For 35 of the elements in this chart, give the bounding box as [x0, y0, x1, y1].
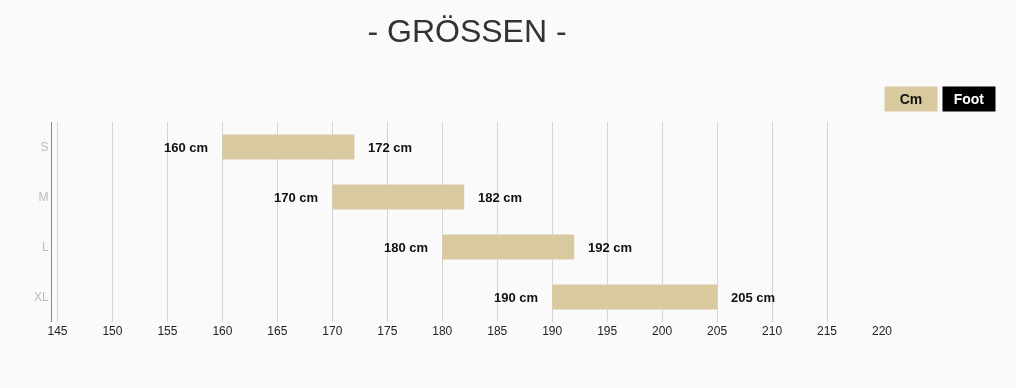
x-tick-label: 155: [157, 324, 178, 338]
bar: [222, 134, 355, 160]
annotation: 182 cm: [478, 190, 523, 205]
annotation: 160 cm: [164, 140, 209, 155]
annotation: 190 cm: [494, 290, 539, 305]
bar: [552, 284, 718, 310]
x-tick-label: 145: [47, 324, 68, 338]
x-tick-label: 190: [542, 324, 563, 338]
x-tick-label: 175: [377, 324, 398, 338]
x-tick-label: 215: [817, 324, 838, 338]
x-tick-label: 170: [322, 324, 343, 338]
x-tick-label: 220: [871, 324, 893, 338]
y-tick-label: M: [38, 190, 49, 205]
annotation: 170 cm: [274, 190, 319, 205]
chart-title: - GRÖSSEN -: [367, 12, 567, 49]
annotation: 180 cm: [384, 240, 429, 255]
x-tick-label: 160: [212, 324, 233, 338]
annotation: 192 cm: [588, 240, 633, 255]
x-tick-label: 165: [267, 324, 288, 338]
x-tick-label: 180: [432, 324, 453, 338]
annotation: 205 cm: [731, 290, 776, 305]
bar: [332, 184, 465, 210]
y-tick-label: L: [41, 240, 49, 255]
x-tick-label: 185: [487, 324, 508, 338]
x-tick-label: 195: [597, 324, 618, 338]
text: Foot: [953, 91, 985, 107]
x-tick-label: 205: [707, 324, 728, 338]
x-tick-label: 210: [762, 324, 783, 338]
annotation: 172 cm: [368, 140, 413, 155]
y-tick-label: XL: [33, 290, 49, 305]
bar: [442, 234, 575, 260]
text: Cm: [899, 91, 923, 107]
x-tick-label: 200: [652, 324, 673, 338]
y-tick-label: S: [40, 140, 49, 155]
x-tick-label: 150: [102, 324, 123, 338]
